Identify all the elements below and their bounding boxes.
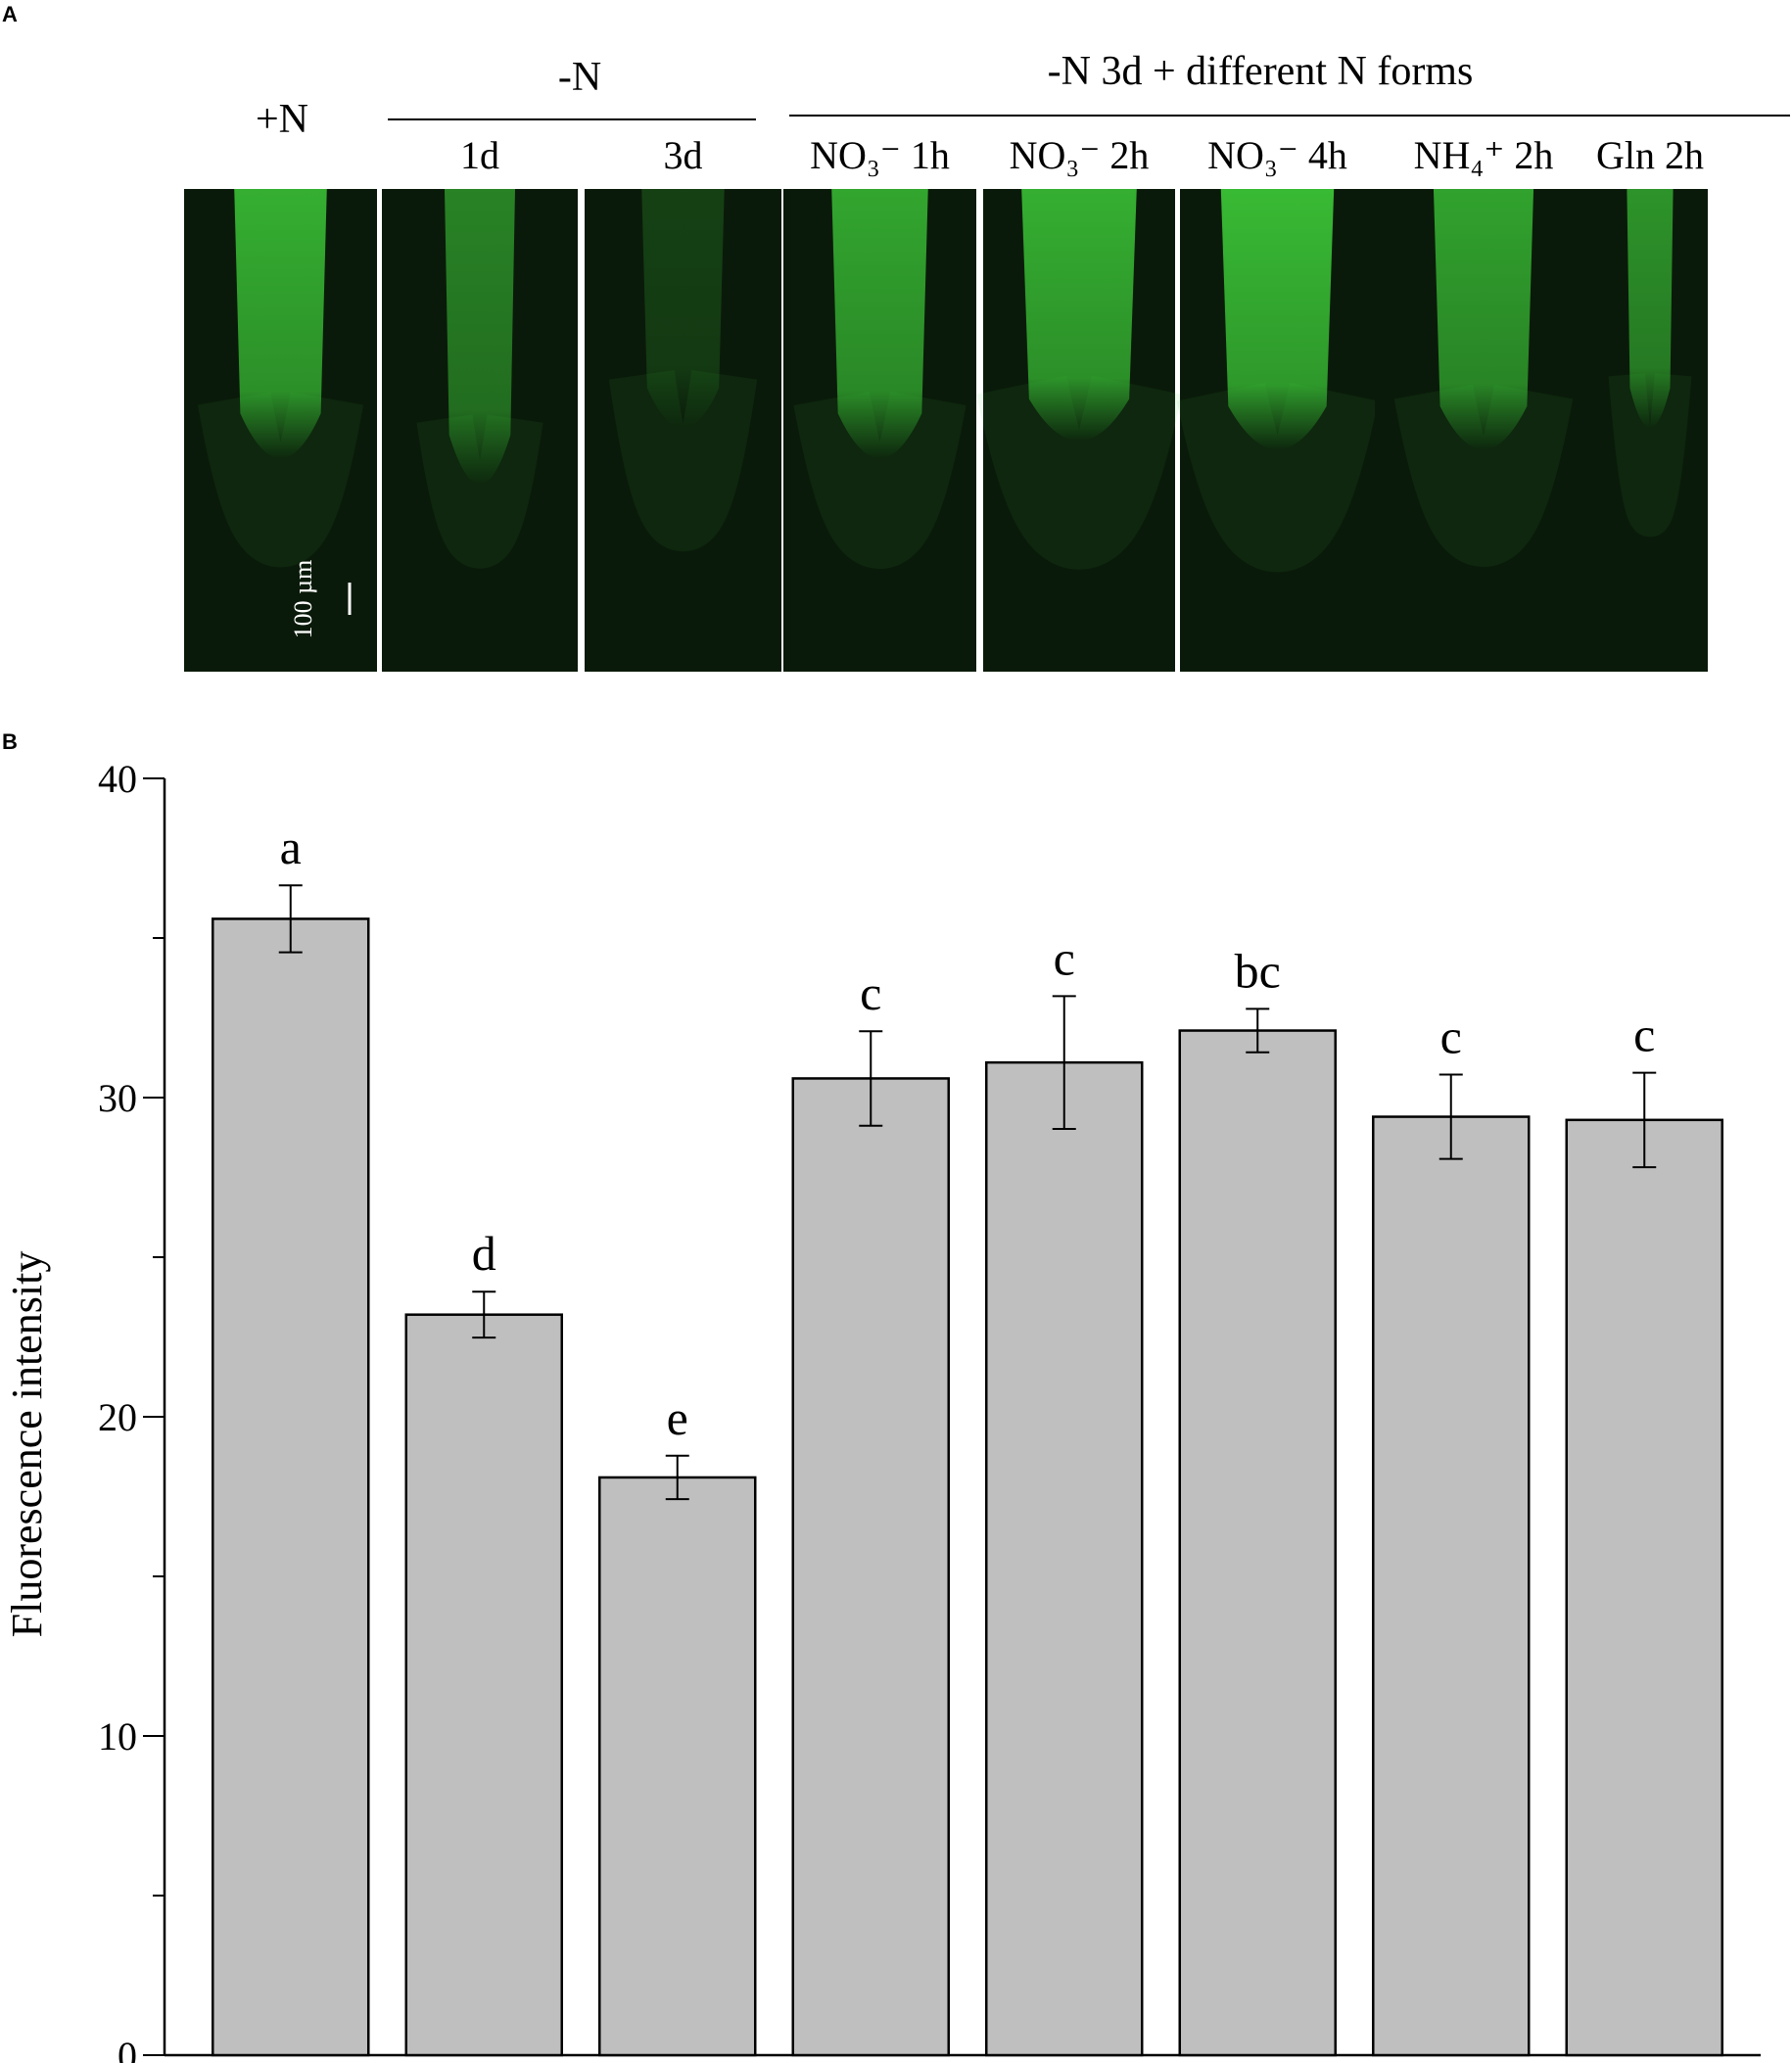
panel-b: B Fluorescence intensity 0 10 20 30 40 a d e c c b… xyxy=(2,729,1761,2063)
column-label: NO₃⁻ 1h xyxy=(810,133,950,177)
column-label: NH₄⁺ 2h xyxy=(1414,133,1554,177)
header-plus-n: +N xyxy=(256,97,308,142)
bar xyxy=(404,1313,563,2057)
group-label-resupply: -N 3d + different N forms xyxy=(1048,49,1474,94)
panel-a: A +N -N -N 3d + different N forms 1d 3d NO… xyxy=(2,2,1790,672)
y-tick-label: 10 xyxy=(98,1714,137,1758)
error-bar xyxy=(859,1030,883,1127)
column-label: 1d xyxy=(460,133,499,177)
significance-label: c xyxy=(1633,1008,1655,1062)
error-bar xyxy=(1438,1073,1463,1160)
micrograph-row: 1d 3d NO₃⁻ 1h NO₃⁻ 2h NO₃⁻ 4h NH₄⁺ 2h Gln 2h 10… xyxy=(184,133,1708,672)
significance-label: c xyxy=(1440,1009,1462,1064)
micrograph-panel xyxy=(783,189,976,672)
scale-bar-label: 100 µm xyxy=(289,560,317,639)
panel-b-label: B xyxy=(2,729,18,754)
significance-label: c xyxy=(860,965,881,1020)
error-bar xyxy=(1052,995,1076,1130)
micrograph-panel xyxy=(976,189,1182,672)
column-label: Gln 2h xyxy=(1596,133,1704,177)
micrograph-panel xyxy=(585,189,781,672)
micrograph-panel xyxy=(1375,189,1592,672)
significance-label: e xyxy=(667,1390,688,1445)
y-axis-label: Fluorescence intensity xyxy=(3,1251,51,1638)
significance-label: c xyxy=(1054,930,1075,985)
significance-label: a xyxy=(280,820,302,874)
error-bar xyxy=(665,1454,689,1501)
column-label: NO₃⁻ 4h xyxy=(1207,133,1347,177)
column-label: NO₃⁻ 2h xyxy=(1010,133,1150,177)
error-bar xyxy=(472,1290,496,1339)
significance-label: d xyxy=(472,1226,496,1281)
y-tick-label: 40 xyxy=(98,757,137,801)
group-label-minus-n: -N xyxy=(558,55,601,100)
bar xyxy=(985,1060,1144,2057)
scale-bar: 100 µm xyxy=(289,560,352,639)
y-tick-label: 0 xyxy=(118,2034,137,2063)
micrograph-panel xyxy=(382,189,578,672)
error-bar xyxy=(1632,1071,1657,1169)
bar xyxy=(598,1476,757,2057)
micrograph-panel xyxy=(1176,189,1379,672)
bar-chart: 0 10 20 30 40 a d e c c bc c c xyxy=(98,757,1761,2063)
significance-label: bc xyxy=(1235,943,1281,998)
bar xyxy=(1372,1115,1531,2057)
bar xyxy=(1565,1118,1723,2057)
error-bar xyxy=(278,884,303,954)
column-label: 3d xyxy=(664,133,703,177)
error-bar xyxy=(1246,1008,1270,1054)
bar xyxy=(1178,1029,1337,2057)
micrograph-panel xyxy=(184,189,377,672)
bar xyxy=(212,917,370,2057)
y-tick-label: 20 xyxy=(98,1395,137,1439)
bar xyxy=(791,1077,950,2057)
micrograph-panel xyxy=(1592,189,1708,672)
panel-a-label: A xyxy=(2,2,18,26)
y-tick-label: 30 xyxy=(98,1076,137,1120)
